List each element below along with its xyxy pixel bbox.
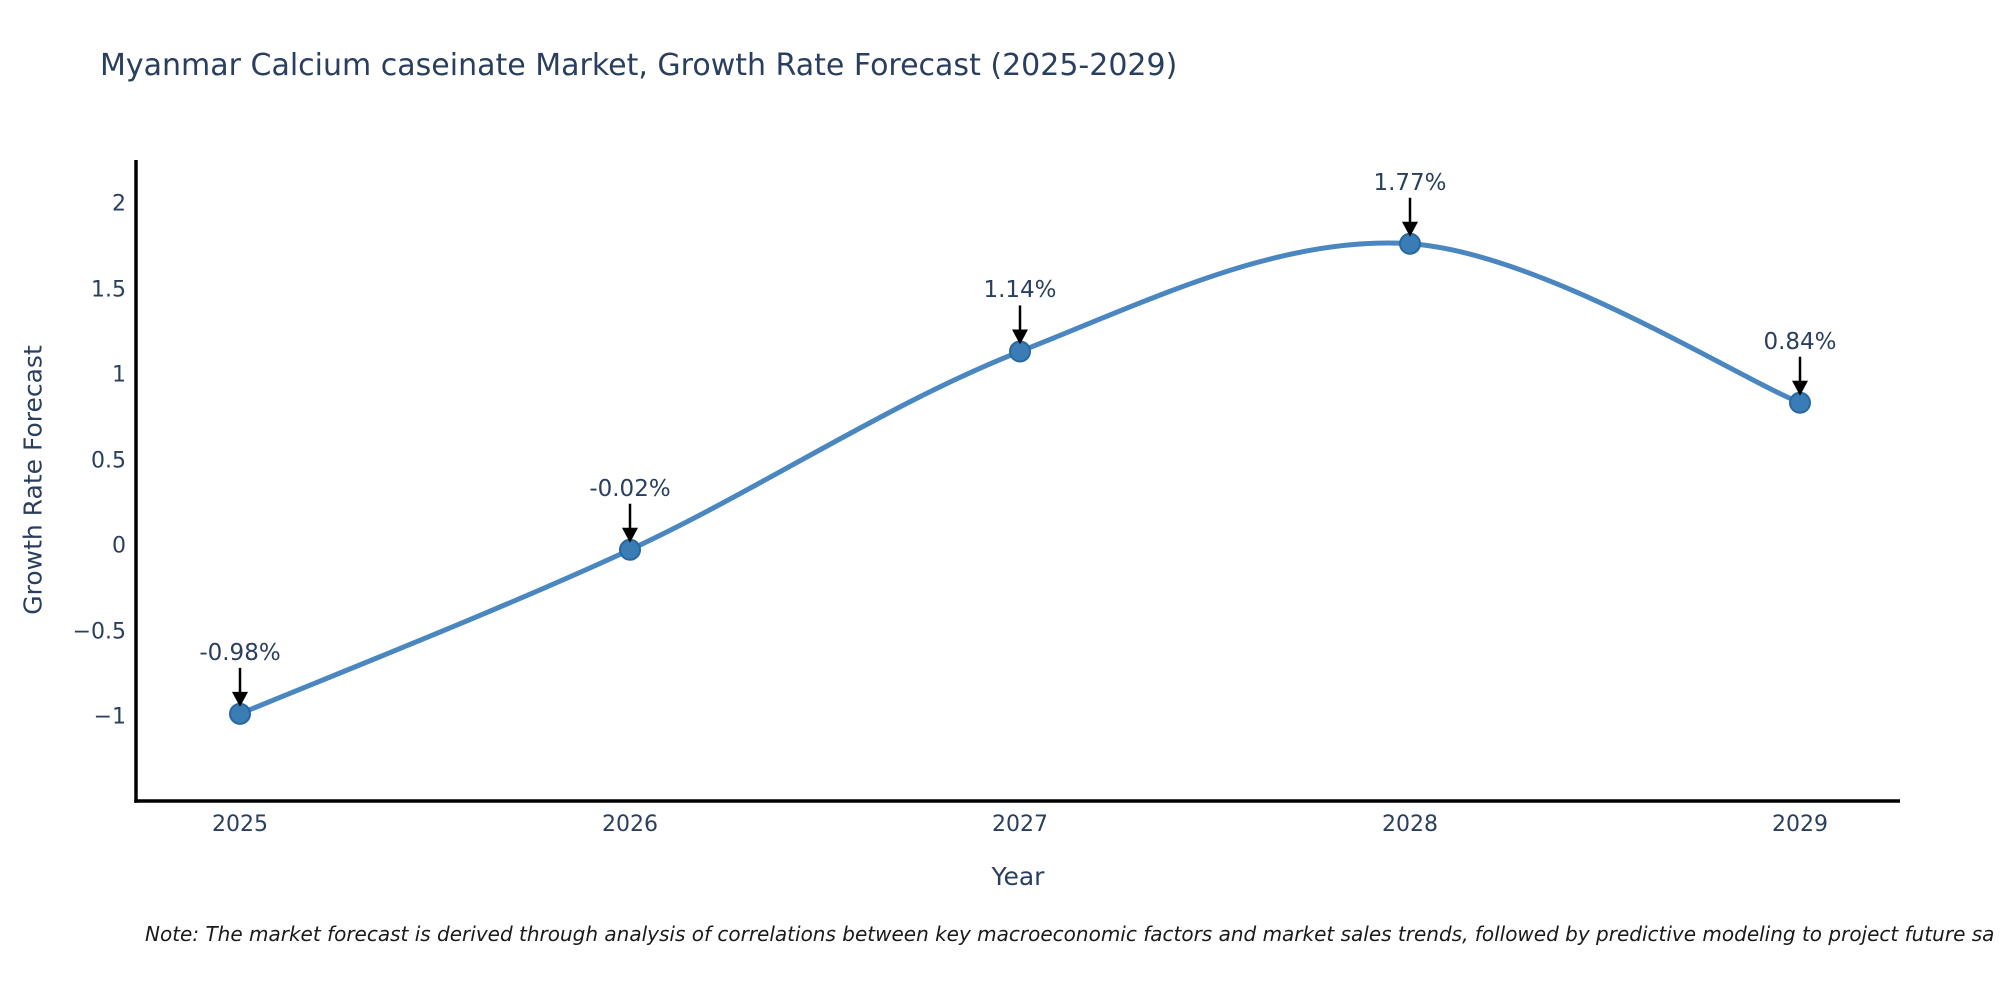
y-tick-label: 0 — [112, 533, 126, 559]
data-point-label: 1.77% — [1373, 169, 1447, 196]
x-tick-label: 2027 — [992, 812, 1048, 837]
annotation-arrow-head — [622, 527, 638, 543]
data-point-label: -0.02% — [589, 475, 671, 502]
footnote: Note: The market forecast is derived thr… — [145, 922, 1995, 946]
annotation-arrow-head — [1012, 329, 1028, 345]
y-tick-label: −0.5 — [72, 619, 126, 645]
annotation-arrow-head — [1792, 380, 1808, 396]
x-tick-label: 2026 — [602, 812, 658, 837]
x-tick-label: 2029 — [1772, 812, 1828, 837]
x-axis-title: Year — [991, 862, 1045, 891]
y-tick-label: 1 — [112, 362, 126, 388]
annotation-arrow-head — [232, 691, 248, 707]
y-tick-label: −1 — [93, 704, 126, 730]
y-tick-label: 1.5 — [91, 277, 126, 303]
chart-title: Myanmar Calcium caseinate Market, Growth… — [100, 48, 1178, 83]
x-tick-label: 2025 — [212, 812, 268, 837]
annotation-arrow-head — [1402, 221, 1418, 237]
data-point-label: 0.84% — [1763, 328, 1837, 355]
x-tick-label: 2028 — [1382, 812, 1438, 837]
data-point-label: 1.14% — [983, 277, 1057, 304]
y-tick-label: 0.5 — [91, 448, 126, 474]
data-point-label: -0.98% — [199, 639, 281, 666]
y-tick-label: 2 — [112, 191, 126, 217]
